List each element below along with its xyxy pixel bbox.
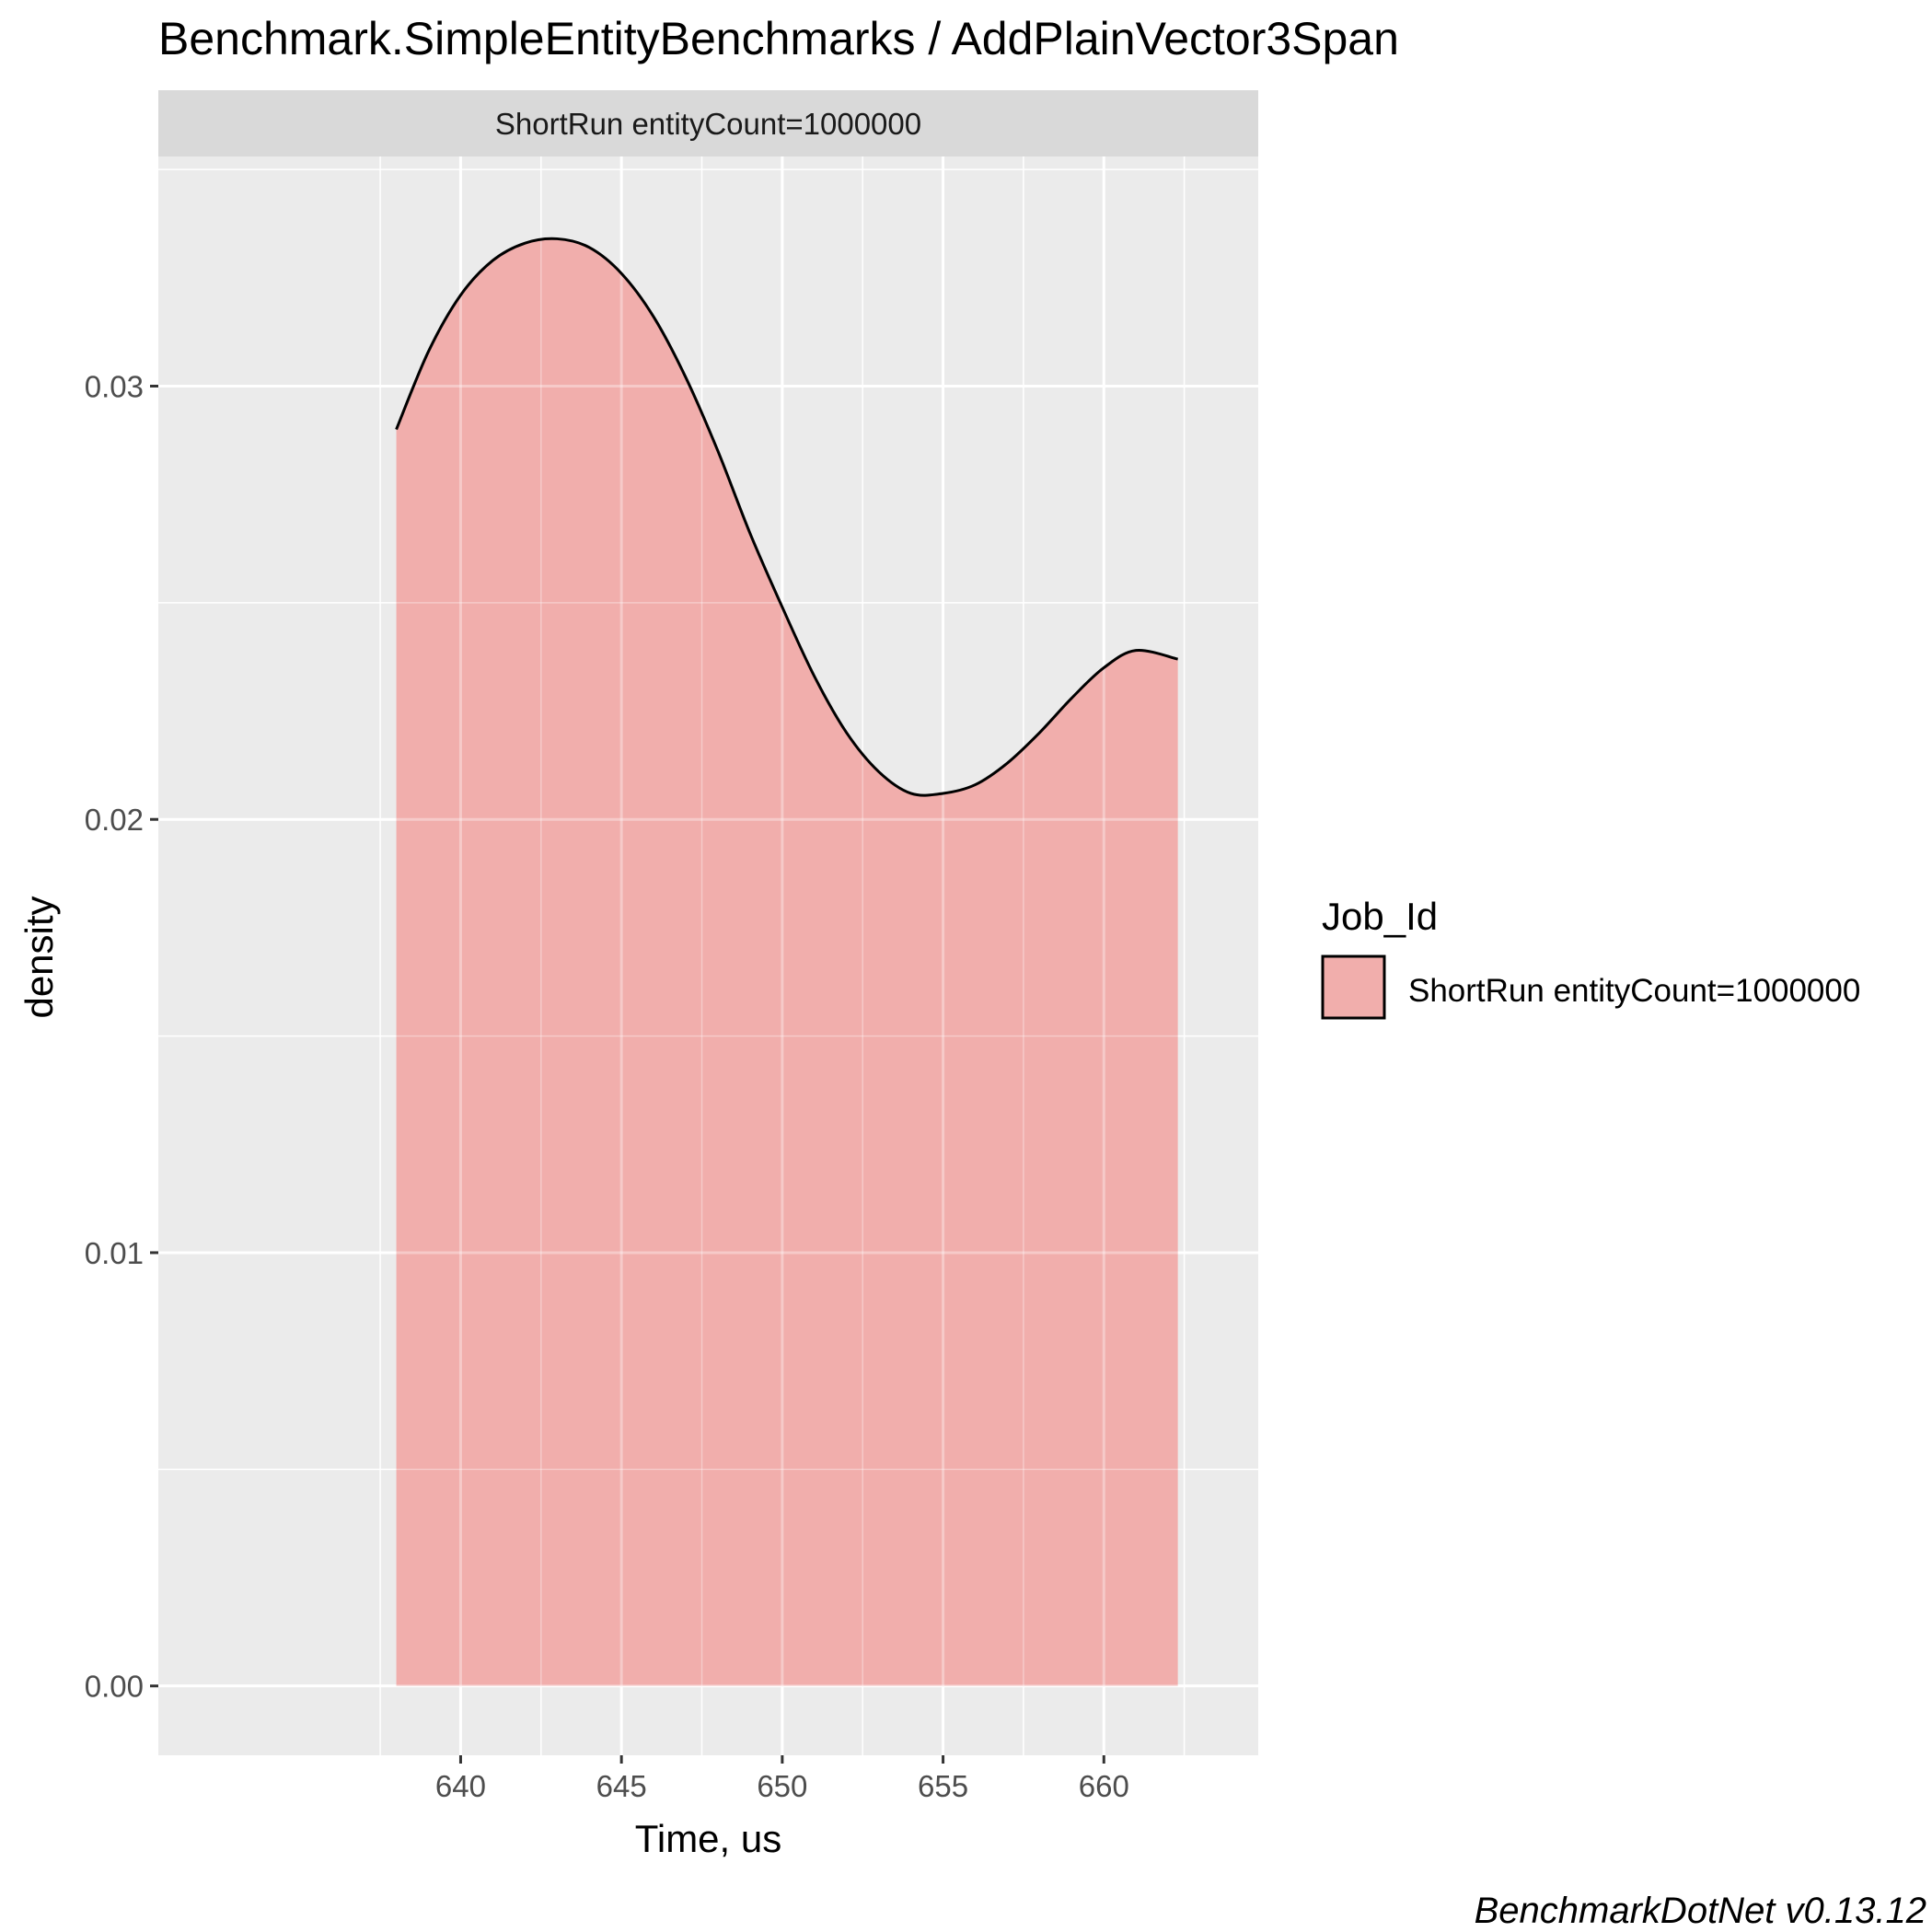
x-tick-label: 640 [435,1769,486,1803]
chart-title: Benchmark.SimpleEntityBenchmarks / AddPl… [158,13,1399,64]
facet-strip-label: ShortRun entityCount=1000000 [495,107,921,141]
x-tick-label: 660 [1079,1769,1129,1803]
density-curve [395,237,1179,797]
x-axis: 640 645 650 655 660 [435,1755,1129,1803]
legend-title: Job_Id [1322,895,1438,938]
y-tick-label: 0.02 [85,803,144,837]
x-tick-label: 650 [757,1769,807,1803]
legend-entry-label: ShortRun entityCount=1000000 [1408,973,1860,1009]
density-area [396,238,1178,1686]
x-tick-label: 655 [918,1769,968,1803]
legend-key [1321,954,1386,1020]
y-tick-label: 0.01 [85,1236,144,1270]
x-axis-label: Time, us [635,1817,781,1860]
grid-overlay [158,156,1258,1755]
y-tick-label: 0.03 [85,369,144,403]
facet-strip [158,90,1258,156]
y-tick-label: 0.00 [85,1670,144,1704]
y-axis-label: density [17,896,61,1018]
x-tick-label: 645 [596,1769,647,1803]
footer-version: BenchmarkDotNet v0.13.12 [1475,1891,1926,1931]
y-axis: 0.00 0.01 0.02 0.03 [85,369,158,1704]
